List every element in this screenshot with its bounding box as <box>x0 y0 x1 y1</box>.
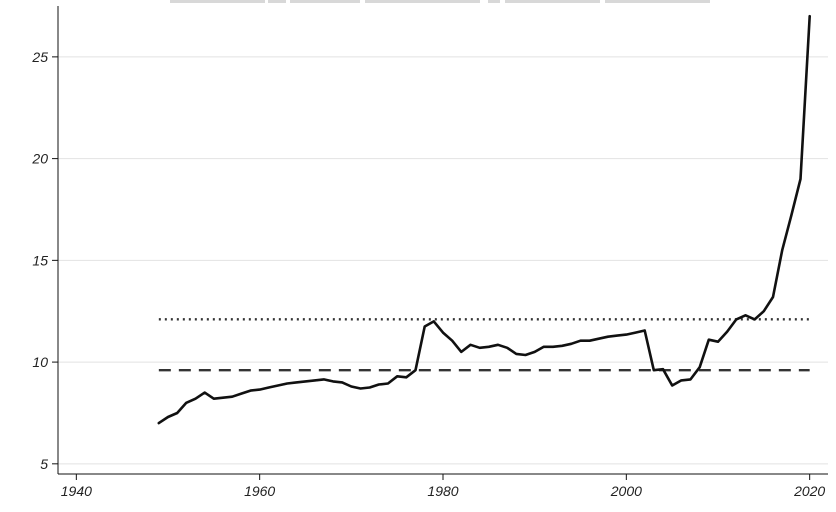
x-tick-label-1980: 1980 <box>427 483 458 499</box>
data-point-2004 <box>662 368 664 371</box>
data-point-1959 <box>249 389 252 392</box>
data-point-1972 <box>368 386 371 389</box>
data-point-1960 <box>258 388 261 391</box>
data-point-1961 <box>267 386 270 389</box>
series-line-0 <box>157 14 812 425</box>
data-point-1967 <box>322 378 325 381</box>
data-point-1999 <box>616 334 619 337</box>
data-point-2002 <box>643 329 646 332</box>
data-point-1968 <box>332 380 334 383</box>
faded-title-fragment-6 <box>605 0 710 3</box>
data-point-1977 <box>414 369 417 372</box>
data-point-1976 <box>405 376 408 379</box>
faded-cropped-title <box>170 0 710 3</box>
x-axis-ticks: 1940 1960 1980 2000 2020 <box>61 474 825 499</box>
y-axis-ticks: 5 10 15 20 25 <box>31 49 58 472</box>
data-point-2009 <box>707 338 710 341</box>
y-tick-label-10: 10 <box>32 354 48 370</box>
data-point-1955 <box>212 397 215 400</box>
data-point-1996 <box>588 339 591 342</box>
data-point-1953 <box>194 397 197 400</box>
data-point-1963 <box>286 382 289 385</box>
data-point-1950 <box>167 416 169 418</box>
x-tick-label-2000: 2000 <box>610 483 642 499</box>
data-point-1998 <box>607 335 609 338</box>
data-point-1993 <box>561 344 564 347</box>
data-point-1971 <box>359 387 362 390</box>
data-point-1989 <box>524 354 527 356</box>
data-point-1990 <box>533 351 536 353</box>
faded-title-fragment-1 <box>268 0 286 3</box>
data-point-2010 <box>717 340 719 343</box>
axes <box>57 6 828 475</box>
data-point-1973 <box>377 383 380 386</box>
data-point-1949 <box>157 422 160 425</box>
data-point-1988 <box>515 353 518 355</box>
data-point-2015 <box>762 310 765 313</box>
data-point-1962 <box>277 384 279 387</box>
data-point-1992 <box>552 345 554 348</box>
data-point-2007 <box>689 378 692 381</box>
faded-title-fragment-4 <box>488 0 500 3</box>
y-tick-label-20: 20 <box>31 151 48 167</box>
y-tick-label-15: 15 <box>32 252 48 268</box>
x-tick-label-2020: 2020 <box>793 483 825 499</box>
data-point-1981 <box>451 339 454 342</box>
data-point-1957 <box>231 395 234 398</box>
data-point-1995 <box>579 339 582 342</box>
data-point-1966 <box>313 379 316 382</box>
data-point-1994 <box>570 342 573 345</box>
series-layer <box>157 14 812 425</box>
data-point-2006 <box>680 379 683 382</box>
data-point-1956 <box>222 396 224 399</box>
data-point-2000 <box>625 333 628 336</box>
data-point-2003 <box>652 369 655 372</box>
x-tick-label-1940: 1940 <box>61 483 92 499</box>
data-point-1974 <box>387 382 389 385</box>
data-point-1984 <box>478 346 481 349</box>
data-point-2016 <box>772 296 774 298</box>
faded-title-fragment-0 <box>170 0 265 3</box>
data-point-1964 <box>295 381 298 384</box>
data-point-2011 <box>726 330 729 333</box>
y-tick-label-5: 5 <box>40 456 48 472</box>
data-point-2013 <box>744 314 747 317</box>
data-point-1969 <box>341 381 344 384</box>
data-point-2020 <box>808 15 811 18</box>
grid-lines <box>58 56 828 465</box>
faded-title-fragment-5 <box>505 0 600 3</box>
data-point-1952 <box>185 401 188 404</box>
data-point-1987 <box>506 346 509 349</box>
data-point-1978 <box>423 325 426 328</box>
data-point-1991 <box>542 345 545 348</box>
faded-title-fragment-2 <box>290 0 360 3</box>
data-point-2018 <box>790 214 793 217</box>
data-point-1970 <box>350 385 353 388</box>
data-point-2008 <box>698 366 701 369</box>
data-point-1951 <box>176 412 179 414</box>
x-tick-label-1960: 1960 <box>244 483 275 499</box>
data-point-1954 <box>203 391 206 394</box>
data-point-1982 <box>460 351 463 353</box>
data-point-1997 <box>597 337 600 340</box>
data-point-2014 <box>753 318 756 321</box>
data-point-2001 <box>634 331 637 334</box>
data-point-1983 <box>469 343 472 346</box>
data-point-2012 <box>735 318 738 321</box>
data-point-1986 <box>497 343 499 346</box>
data-point-1958 <box>240 392 243 395</box>
data-point-1985 <box>487 345 490 348</box>
data-point-1975 <box>396 375 399 378</box>
data-point-2019 <box>799 178 802 180</box>
data-point-2005 <box>671 384 674 387</box>
data-point-1980 <box>442 331 444 334</box>
data-point-2017 <box>781 249 784 252</box>
faded-title-fragment-3 <box>365 0 480 3</box>
reference-lines <box>158 318 810 372</box>
y-tick-label-25: 25 <box>31 49 48 65</box>
data-point-1965 <box>304 380 307 383</box>
data-point-1979 <box>432 320 435 323</box>
